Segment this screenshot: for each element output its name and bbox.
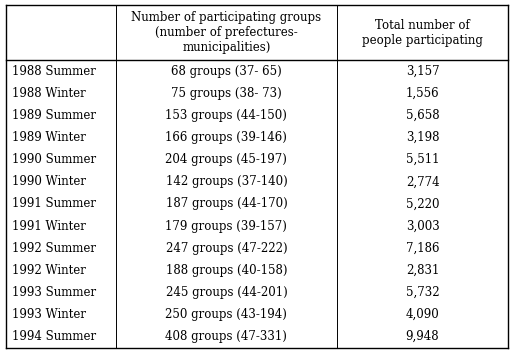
Text: 1,556: 1,556 — [406, 87, 439, 100]
Text: Total number of
people participating: Total number of people participating — [362, 19, 483, 47]
Text: 1993 Summer: 1993 Summer — [12, 286, 97, 299]
Text: 166 groups (39-146): 166 groups (39-146) — [166, 131, 287, 144]
Text: 2,831: 2,831 — [406, 264, 439, 277]
Text: 250 groups (43-194): 250 groups (43-194) — [166, 308, 287, 321]
Text: 408 groups (47-331): 408 groups (47-331) — [166, 330, 287, 343]
Text: 1990 Summer: 1990 Summer — [12, 153, 97, 166]
Text: 1988 Winter: 1988 Winter — [12, 87, 86, 100]
Text: 5,732: 5,732 — [406, 286, 439, 299]
Text: 188 groups (40-158): 188 groups (40-158) — [166, 264, 287, 277]
Text: 75 groups (38- 73): 75 groups (38- 73) — [171, 87, 282, 100]
Text: 4,090: 4,090 — [406, 308, 439, 321]
Text: 245 groups (44-201): 245 groups (44-201) — [166, 286, 287, 299]
Text: 1992 Summer: 1992 Summer — [12, 242, 96, 255]
Text: 204 groups (45-197): 204 groups (45-197) — [166, 153, 287, 166]
Text: 179 groups (39-157): 179 groups (39-157) — [166, 220, 287, 233]
Text: 1994 Summer: 1994 Summer — [12, 330, 97, 343]
Text: 5,658: 5,658 — [406, 109, 439, 122]
Text: 1991 Summer: 1991 Summer — [12, 197, 96, 210]
Text: 153 groups (44-150): 153 groups (44-150) — [166, 109, 287, 122]
Text: 1990 Winter: 1990 Winter — [12, 175, 86, 188]
Text: 1991 Winter: 1991 Winter — [12, 220, 86, 233]
Text: 247 groups (47-222): 247 groups (47-222) — [166, 242, 287, 255]
Text: 3,157: 3,157 — [406, 65, 439, 78]
Text: 1989 Summer: 1989 Summer — [12, 109, 96, 122]
Text: 3,003: 3,003 — [406, 220, 439, 233]
Text: 68 groups (37- 65): 68 groups (37- 65) — [171, 65, 282, 78]
Text: 1992 Winter: 1992 Winter — [12, 264, 86, 277]
Text: 5,220: 5,220 — [406, 197, 439, 210]
Text: 1989 Winter: 1989 Winter — [12, 131, 86, 144]
Text: 1988 Summer: 1988 Summer — [12, 65, 96, 78]
Text: 187 groups (44-170): 187 groups (44-170) — [166, 197, 287, 210]
Text: 5,511: 5,511 — [406, 153, 439, 166]
Text: Number of participating groups
(number of prefectures-
municipalities): Number of participating groups (number o… — [132, 11, 321, 54]
Text: 7,186: 7,186 — [406, 242, 439, 255]
Text: 9,948: 9,948 — [406, 330, 439, 343]
Text: 2,774: 2,774 — [406, 175, 439, 188]
Text: 3,198: 3,198 — [406, 131, 439, 144]
Text: 142 groups (37-140): 142 groups (37-140) — [166, 175, 287, 188]
Text: 1993 Winter: 1993 Winter — [12, 308, 86, 321]
